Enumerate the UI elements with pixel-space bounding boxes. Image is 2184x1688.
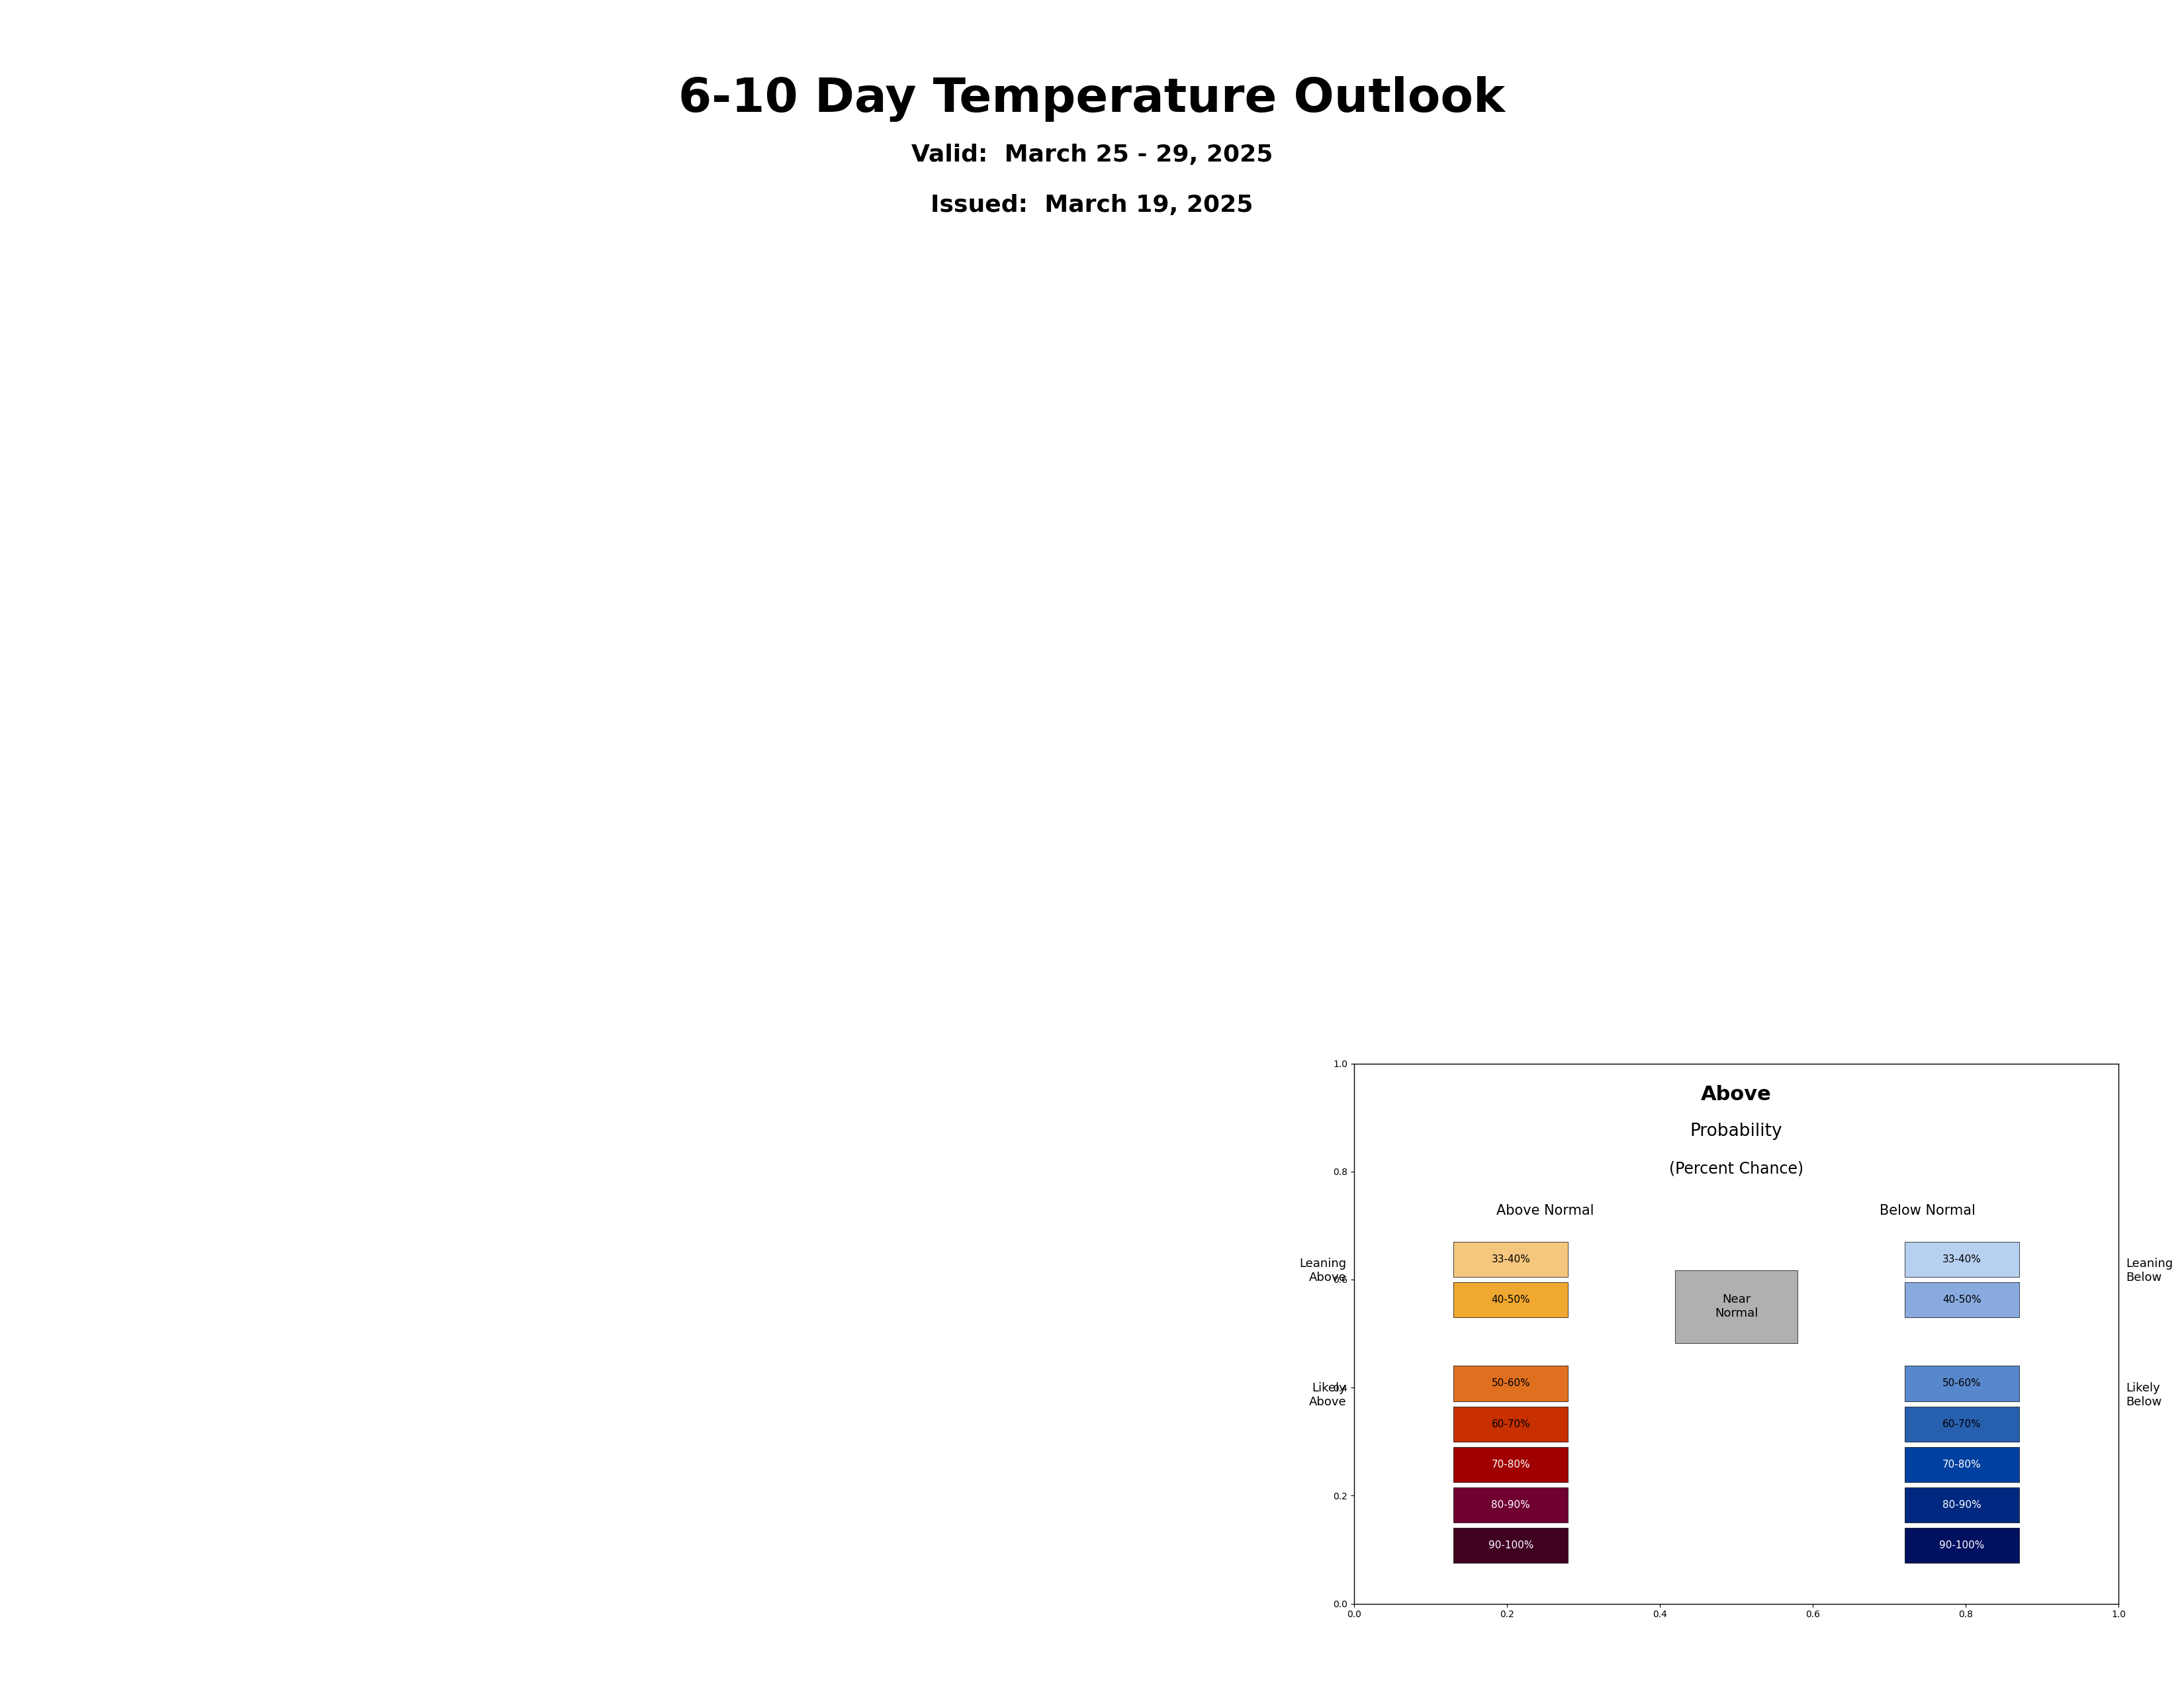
Bar <box>1675 1269 1797 1344</box>
Text: Probability: Probability <box>1690 1123 1782 1139</box>
Bar <box>1455 1528 1568 1563</box>
Text: 50-60%: 50-60% <box>1942 1379 1981 1389</box>
Text: 60-70%: 60-70% <box>1492 1420 1531 1430</box>
Text: 40-50%: 40-50% <box>1492 1295 1531 1305</box>
Text: Below Normal: Below Normal <box>1880 1204 1974 1217</box>
Bar <box>1904 1366 2018 1401</box>
Text: Near
Normal: Near Normal <box>1714 1293 1758 1320</box>
Bar <box>1455 1242 1568 1276</box>
Text: DOC
Seal: DOC Seal <box>109 74 131 95</box>
Text: 60-70%: 60-70% <box>1942 1420 1981 1430</box>
Bar <box>1904 1447 2018 1482</box>
Text: Leaning
Above: Leaning Above <box>1299 1258 1345 1283</box>
Bar <box>1455 1406 1568 1442</box>
Text: 40-50%: 40-50% <box>1942 1295 1981 1305</box>
Bar <box>1904 1242 2018 1276</box>
Text: 33-40%: 33-40% <box>1492 1254 1531 1264</box>
Text: Leaning
Below: Leaning Below <box>2127 1258 2173 1283</box>
Bar <box>1455 1447 1568 1482</box>
Text: 6-10 Day Temperature Outlook: 6-10 Day Temperature Outlook <box>679 76 1505 122</box>
Text: 70-80%: 70-80% <box>1492 1460 1531 1470</box>
Text: Above: Above <box>1701 1085 1771 1104</box>
Text: Issued:  March 19, 2025: Issued: March 19, 2025 <box>930 194 1254 216</box>
Text: 90-100%: 90-100% <box>1487 1541 1533 1551</box>
Bar <box>1904 1406 2018 1442</box>
Text: 33-40%: 33-40% <box>1942 1254 1981 1264</box>
Text: 80-90%: 80-90% <box>1942 1501 1981 1511</box>
Text: Valid:  March 25 - 29, 2025: Valid: March 25 - 29, 2025 <box>911 143 1273 165</box>
Bar <box>1904 1528 2018 1563</box>
Text: 80-90%: 80-90% <box>1492 1501 1531 1511</box>
Text: 90-100%: 90-100% <box>1939 1541 1985 1551</box>
Bar <box>1455 1366 1568 1401</box>
Text: Likely
Above: Likely Above <box>1308 1382 1345 1408</box>
Text: Likely
Below: Likely Below <box>2127 1382 2162 1408</box>
Text: Above Normal: Above Normal <box>1496 1204 1594 1217</box>
Bar <box>1904 1283 2018 1317</box>
Text: (Percent Chance): (Percent Chance) <box>1669 1161 1804 1177</box>
Text: 50-60%: 50-60% <box>1492 1379 1531 1389</box>
Bar <box>1455 1487 1568 1523</box>
Text: 70-80%: 70-80% <box>1942 1460 1981 1470</box>
Text: NOAA: NOAA <box>2033 86 2073 100</box>
Bar <box>1455 1283 1568 1317</box>
Bar <box>1904 1487 2018 1523</box>
